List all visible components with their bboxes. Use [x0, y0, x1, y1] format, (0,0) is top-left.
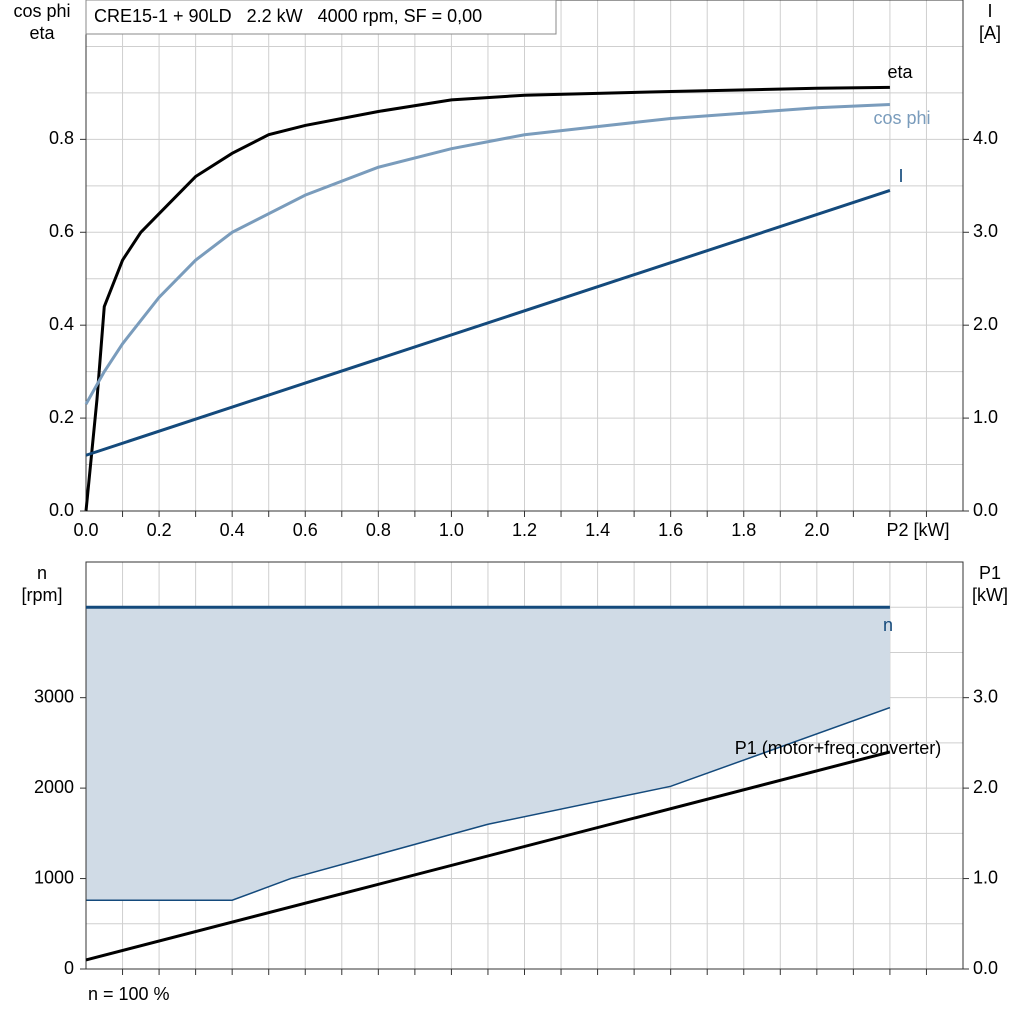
- y2-tick-label: 0.0: [973, 500, 998, 520]
- y2-tick-label: 1.0: [973, 867, 998, 887]
- y-tick-label: 0.2: [49, 407, 74, 427]
- series-line: [85, 189, 891, 457]
- y-axis-label: n: [37, 563, 47, 583]
- series-label: P1 (motor+freq.converter): [735, 738, 942, 758]
- plot-frame: [85, 0, 964, 512]
- x-tick-label: 1.6: [658, 520, 683, 540]
- series-label: eta: [887, 62, 913, 82]
- y-tick-label: 0.6: [49, 221, 74, 241]
- series-label: cos phi: [873, 108, 930, 128]
- plot-frame: [85, 561, 964, 970]
- range-lower-line: [86, 706, 891, 902]
- x-tick-label: 0.0: [73, 520, 98, 540]
- title-box: [85, 0, 557, 35]
- x-tick-label: 1.8: [731, 520, 756, 540]
- x-tick-label: 2.0: [804, 520, 829, 540]
- x-tick-label: 0.4: [220, 520, 245, 540]
- x-tick-label: 1.4: [585, 520, 610, 540]
- y2-tick-label: 0.0: [973, 958, 998, 978]
- y-tick-label: 3000: [34, 686, 74, 706]
- y-tick-label: 0.4: [49, 314, 74, 334]
- y2-tick-label: 4.0: [973, 128, 998, 148]
- x-tick-label: 0.8: [366, 520, 391, 540]
- y-tick-label: 1000: [34, 867, 74, 887]
- series-label: I: [898, 166, 903, 186]
- y2-axis-label: [kW]: [972, 585, 1008, 605]
- y2-axis-label: I: [987, 1, 992, 21]
- x-tick-label: 1.0: [439, 520, 464, 540]
- y-axis-label: cos phi: [13, 1, 70, 21]
- y2-axis-label: P1: [979, 563, 1001, 583]
- y-tick-label: 0.0: [49, 500, 74, 520]
- series-line: [84, 103, 890, 405]
- y2-tick-label: 1.0: [973, 407, 998, 427]
- series-label: n: [883, 615, 893, 635]
- y-axis-label: eta: [29, 23, 55, 43]
- y2-tick-label: 3.0: [973, 686, 998, 706]
- operating-range: [86, 607, 890, 901]
- x-axis-label: P2 [kW]: [886, 520, 949, 540]
- chart-title: CRE15-1 + 90LD 2.2 kW 4000 rpm, SF = 0,0…: [94, 6, 482, 26]
- y2-tick-label: 2.0: [973, 314, 998, 334]
- y2-tick-label: 3.0: [973, 221, 998, 241]
- y-tick-label: 2000: [34, 777, 74, 797]
- y2-axis-label: [A]: [979, 23, 1001, 43]
- footnote: n = 100 %: [88, 984, 170, 1004]
- x-tick-label: 1.2: [512, 520, 537, 540]
- series-line: [85, 750, 891, 962]
- y-tick-label: 0.8: [49, 128, 74, 148]
- y2-tick-label: 2.0: [973, 777, 998, 797]
- y-tick-label: 0: [64, 958, 74, 978]
- x-tick-label: 0.2: [147, 520, 172, 540]
- y-axis-label: [rpm]: [21, 585, 62, 605]
- x-tick-label: 0.6: [293, 520, 318, 540]
- series-line: [84, 85, 890, 512]
